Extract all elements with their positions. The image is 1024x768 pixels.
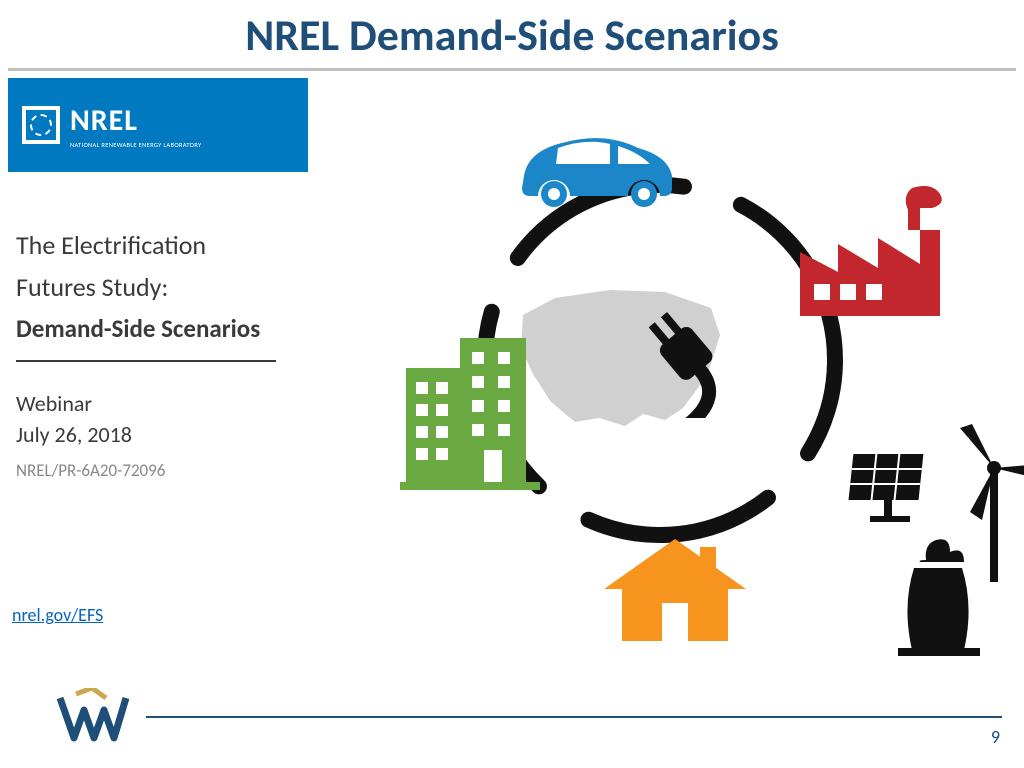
factory-icon <box>790 180 950 320</box>
study-line-1: The Electrification <box>16 224 296 266</box>
energy-sources-group <box>840 410 1024 660</box>
page-number: 9 <box>991 726 1000 748</box>
nrel-logo-main: NREL <box>70 102 201 139</box>
plug-icon <box>630 298 750 418</box>
slide: NREL Demand-Side Scenarios NREL NATIONAL… <box>0 0 1024 768</box>
house-icon <box>600 535 750 645</box>
buildings-icon <box>400 330 550 490</box>
nrel-logo-sub: NATIONAL RENEWABLE ENERGY LABORATORY <box>70 141 201 149</box>
webinar-date: July 26, 2018 <box>16 421 296 448</box>
wind-turbine-icon <box>960 424 1024 582</box>
w-logo-icon <box>56 688 130 748</box>
power-plant-icon <box>898 539 980 656</box>
solar-panel-icon <box>849 454 924 522</box>
car-icon <box>510 118 680 208</box>
study-line-3: Demand-Side Scenarios <box>16 308 296 350</box>
study-divider <box>16 360 276 362</box>
study-block: The Electrification Futures Study: Deman… <box>16 224 296 481</box>
footer-line <box>146 716 1002 718</box>
study-line-2: Futures Study: <box>16 266 296 308</box>
webinar-label: Webinar <box>16 390 296 417</box>
title-underline <box>8 68 1016 71</box>
report-code: NREL/PR-6A20-72096 <box>16 460 296 481</box>
nrel-logo: NREL NATIONAL RENEWABLE ENERGY LABORATOR… <box>8 78 308 172</box>
slide-title: NREL Demand-Side Scenarios <box>0 8 1024 62</box>
electrification-diagram <box>360 80 960 640</box>
nrel-logo-text: NREL NATIONAL RENEWABLE ENERGY LABORATOR… <box>70 102 201 149</box>
nrel-logo-mark-icon <box>22 106 60 144</box>
efs-link[interactable]: nrel.gov/EFS <box>12 604 103 626</box>
